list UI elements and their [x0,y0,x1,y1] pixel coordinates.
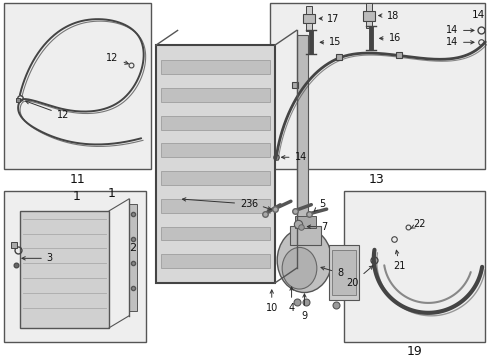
Text: 14: 14 [445,26,473,35]
Bar [161,88,269,102]
Text: 4: 4 [288,287,294,313]
Text: 7: 7 [306,222,327,231]
Bar [362,10,374,21]
Bar [344,191,484,342]
Text: 15: 15 [320,37,341,47]
Bar [161,227,269,240]
Text: 9: 9 [301,294,307,321]
Text: 14: 14 [281,152,306,162]
Text: 17: 17 [319,14,339,23]
Bar [161,60,269,74]
Text: 2: 2 [129,243,136,253]
Bar [161,171,269,185]
Bar [303,14,315,23]
Text: 6: 6 [251,199,270,210]
Text: 14: 14 [471,10,485,19]
Bar [331,251,355,295]
Bar [4,191,145,342]
Bar [156,45,274,283]
Bar [129,204,137,311]
Bar [4,3,151,169]
Text: 11: 11 [69,172,85,185]
Bar [306,23,312,31]
Text: 16: 16 [379,33,400,43]
Bar [365,3,371,10]
Ellipse shape [282,247,316,289]
Bar [161,116,269,130]
Text: 10: 10 [265,290,277,313]
Bar [161,199,269,213]
Text: 21: 21 [393,250,405,271]
Text: 18: 18 [378,10,398,21]
Bar [20,211,109,328]
Text: 12: 12 [106,53,128,64]
Bar [306,6,312,14]
Text: 14: 14 [445,37,473,47]
Text: 13: 13 [368,172,384,185]
Bar [328,246,358,300]
Text: 23: 23 [182,198,252,209]
Ellipse shape [277,228,331,293]
Bar [365,21,371,28]
Text: 22: 22 [410,219,425,229]
Text: 5: 5 [313,199,325,211]
Bar [161,255,269,268]
Text: 20: 20 [346,266,372,288]
Bar [296,35,308,263]
Bar [161,143,269,157]
Text: 19: 19 [406,345,422,358]
Text: 8: 8 [321,267,343,278]
Bar [294,216,316,228]
Text: 3: 3 [22,253,53,263]
Text: 12: 12 [26,101,69,120]
Bar [269,3,484,169]
Bar [289,226,321,246]
Text: 1: 1 [72,190,81,203]
Text: 1: 1 [107,188,115,201]
